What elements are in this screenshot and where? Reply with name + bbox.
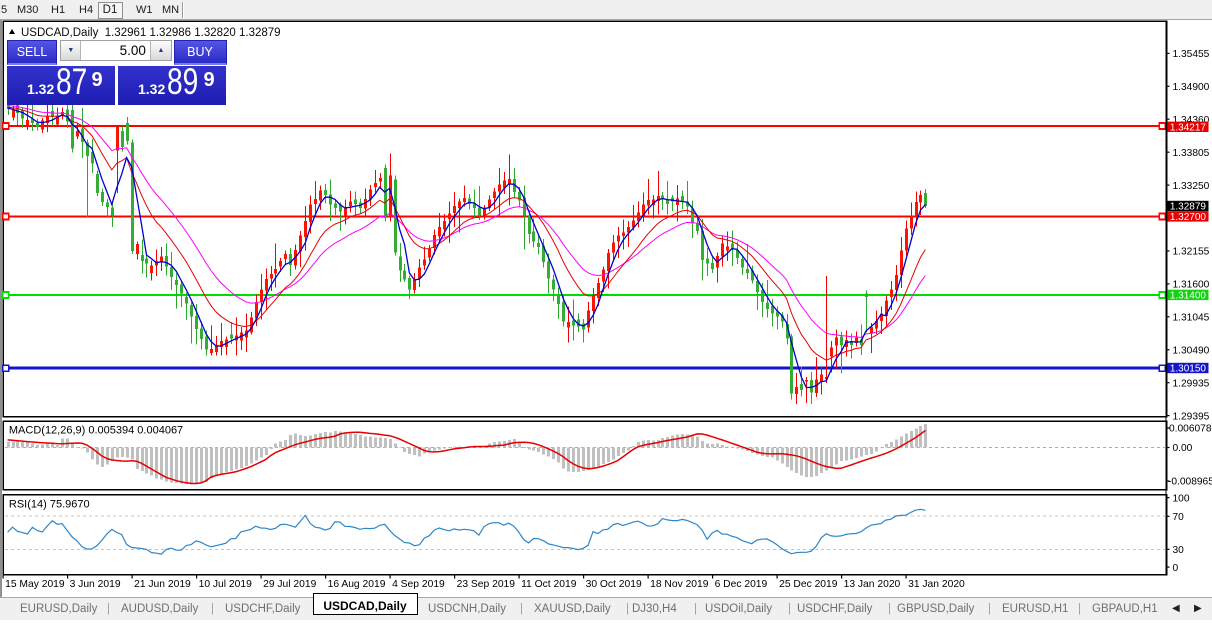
svg-text:25 Dec 2019: 25 Dec 2019 — [779, 579, 838, 590]
svg-text:18 Nov 2019: 18 Nov 2019 — [650, 579, 709, 590]
svg-text:11 Oct 2019: 11 Oct 2019 — [521, 579, 577, 590]
svg-text:1.30490: 1.30490 — [1173, 346, 1210, 357]
svg-text:1.34900: 1.34900 — [1173, 82, 1210, 93]
svg-text:70: 70 — [1173, 512, 1185, 523]
svg-text:1.32700: 1.32700 — [1170, 212, 1207, 223]
svg-text:1.32879: 1.32879 — [1170, 202, 1207, 213]
svg-text:13 Jan 2020: 13 Jan 2020 — [844, 579, 901, 590]
svg-text:1.35455: 1.35455 — [1173, 49, 1210, 60]
svg-text:31 Jan 2020: 31 Jan 2020 — [908, 579, 965, 590]
svg-text:0.006078: 0.006078 — [1169, 424, 1212, 435]
svg-text:1.29395: 1.29395 — [1173, 411, 1210, 422]
svg-text:0.00: 0.00 — [1173, 443, 1193, 454]
svg-text:1.31045: 1.31045 — [1173, 313, 1210, 324]
svg-text:100: 100 — [1173, 493, 1190, 504]
svg-text:30 Oct 2019: 30 Oct 2019 — [586, 579, 642, 590]
svg-text:1.31600: 1.31600 — [1173, 280, 1210, 291]
svg-text:1.33805: 1.33805 — [1173, 148, 1210, 159]
svg-text:3 Jun 2019: 3 Jun 2019 — [70, 579, 121, 590]
svg-text:1.32155: 1.32155 — [1173, 247, 1210, 258]
svg-text:16 Aug 2019: 16 Aug 2019 — [328, 579, 386, 590]
svg-text:1.29935: 1.29935 — [1173, 378, 1210, 389]
svg-text:0: 0 — [1173, 563, 1179, 574]
svg-text:1.34217: 1.34217 — [1170, 122, 1207, 133]
svg-text:29 Jul 2019: 29 Jul 2019 — [263, 579, 317, 590]
svg-text:RSI(14) 75.9670: RSI(14) 75.9670 — [9, 499, 90, 511]
svg-text:1.31400: 1.31400 — [1170, 291, 1207, 302]
svg-text:15 May 2019: 15 May 2019 — [5, 579, 65, 590]
svg-text:-0.008965: -0.008965 — [1168, 477, 1212, 488]
svg-text:1.33250: 1.33250 — [1173, 181, 1210, 192]
svg-text:1.34360: 1.34360 — [1173, 115, 1210, 126]
svg-text:MACD(12,26,9) 0.005394 0.00406: MACD(12,26,9) 0.005394 0.004067 — [9, 425, 183, 437]
svg-text:30: 30 — [1173, 545, 1185, 556]
svg-text:10 Jul 2019: 10 Jul 2019 — [199, 579, 253, 590]
svg-text:6 Dec 2019: 6 Dec 2019 — [715, 579, 768, 590]
svg-text:1.30150: 1.30150 — [1170, 364, 1207, 375]
svg-text:4 Sep 2019: 4 Sep 2019 — [392, 579, 445, 590]
svg-text:23 Sep 2019: 23 Sep 2019 — [457, 579, 516, 590]
svg-text:21 Jun 2019: 21 Jun 2019 — [134, 579, 191, 590]
